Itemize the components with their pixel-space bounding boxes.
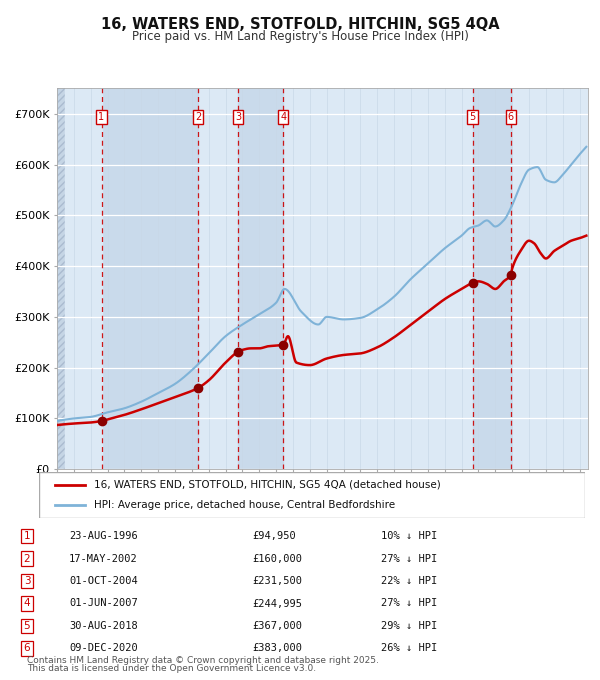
Text: 01-JUN-2007: 01-JUN-2007 (69, 598, 138, 609)
Text: 3: 3 (235, 112, 241, 122)
Text: 17-MAY-2002: 17-MAY-2002 (69, 554, 138, 564)
Text: 01-OCT-2004: 01-OCT-2004 (69, 576, 138, 586)
Text: 4: 4 (23, 598, 31, 609)
Text: 27% ↓ HPI: 27% ↓ HPI (381, 598, 437, 609)
Text: 23-AUG-1996: 23-AUG-1996 (69, 531, 138, 541)
Bar (473, 88, 511, 469)
Text: 5: 5 (470, 112, 476, 122)
Text: 10% ↓ HPI: 10% ↓ HPI (381, 531, 437, 541)
Polygon shape (57, 88, 65, 469)
Text: 30-AUG-2018: 30-AUG-2018 (69, 621, 138, 631)
Text: £160,000: £160,000 (252, 554, 302, 564)
Text: 4: 4 (280, 112, 286, 122)
Text: £383,000: £383,000 (252, 643, 302, 653)
Text: 3: 3 (23, 576, 31, 586)
Text: £367,000: £367,000 (252, 621, 302, 631)
Text: 09-DEC-2020: 09-DEC-2020 (69, 643, 138, 653)
Text: 5: 5 (23, 621, 31, 631)
FancyBboxPatch shape (39, 472, 585, 518)
Text: 16, WATERS END, STOTFOLD, HITCHIN, SG5 4QA: 16, WATERS END, STOTFOLD, HITCHIN, SG5 4… (101, 17, 499, 32)
Text: 16, WATERS END, STOTFOLD, HITCHIN, SG5 4QA (detached house): 16, WATERS END, STOTFOLD, HITCHIN, SG5 4… (94, 480, 440, 490)
Text: 29% ↓ HPI: 29% ↓ HPI (381, 621, 437, 631)
Text: 1: 1 (23, 531, 31, 541)
Text: 1: 1 (98, 112, 104, 122)
Text: £244,995: £244,995 (252, 598, 302, 609)
Text: Price paid vs. HM Land Registry's House Price Index (HPI): Price paid vs. HM Land Registry's House … (131, 30, 469, 43)
Text: 2: 2 (195, 112, 201, 122)
Text: 2: 2 (23, 554, 31, 564)
Text: HPI: Average price, detached house, Central Bedfordshire: HPI: Average price, detached house, Cent… (94, 500, 395, 510)
Text: 6: 6 (23, 643, 31, 653)
Text: This data is licensed under the Open Government Licence v3.0.: This data is licensed under the Open Gov… (27, 664, 316, 673)
Bar (238, 88, 283, 469)
Text: 26% ↓ HPI: 26% ↓ HPI (381, 643, 437, 653)
Text: £94,950: £94,950 (252, 531, 296, 541)
Text: 27% ↓ HPI: 27% ↓ HPI (381, 554, 437, 564)
Text: 6: 6 (508, 112, 514, 122)
Text: 22% ↓ HPI: 22% ↓ HPI (381, 576, 437, 586)
Bar (101, 88, 198, 469)
Text: Contains HM Land Registry data © Crown copyright and database right 2025.: Contains HM Land Registry data © Crown c… (27, 656, 379, 665)
Text: £231,500: £231,500 (252, 576, 302, 586)
Bar (65, 88, 101, 469)
